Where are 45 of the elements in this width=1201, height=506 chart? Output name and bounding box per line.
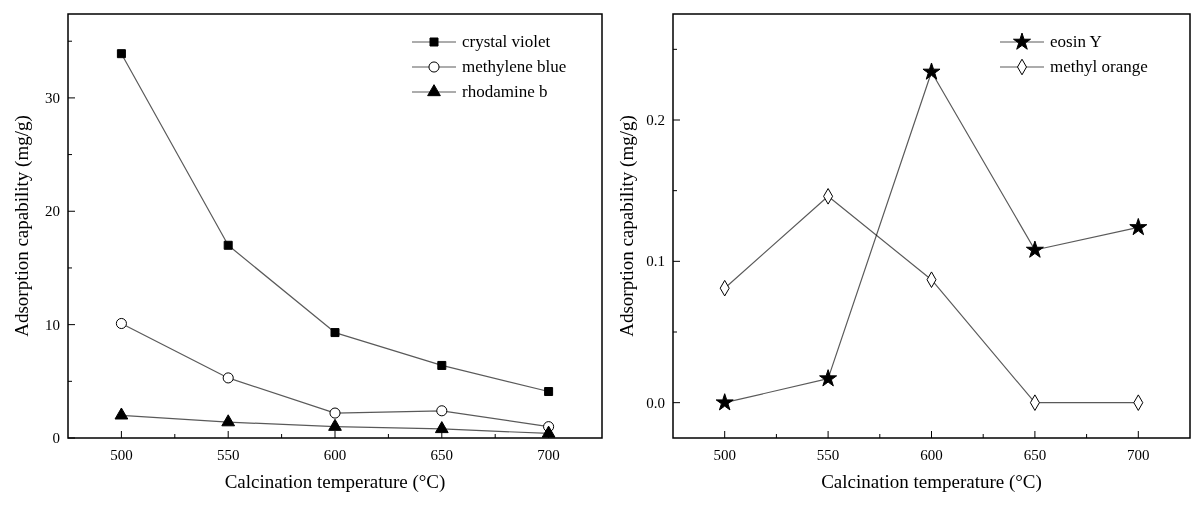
point [223,240,233,250]
point [221,414,236,427]
x-tick-label: 650 [430,447,454,463]
x-tick-label: 600 [323,447,347,463]
point [1129,217,1148,236]
y-tick-label: 0.0 [646,394,665,411]
x-tick-label: 650 [1023,447,1047,463]
point [114,407,129,420]
point [819,369,838,387]
point [330,328,340,338]
legend-label: eosin Y [1050,32,1102,51]
legend-label: crystal violet [462,32,551,51]
point [715,393,734,411]
y-tick-label: 0 [52,430,60,446]
point [434,421,449,434]
x-tick-label: 500 [713,447,736,463]
point [329,407,341,419]
legend-label: rhodamine b [462,82,548,101]
point [115,317,127,330]
y-tick-label: 30 [45,89,60,106]
y-tick-label: 0.1 [646,253,665,270]
x-tick-label: 550 [816,447,840,463]
point [328,418,342,431]
point [222,372,234,384]
y-tick-label: 10 [45,316,60,333]
y-axis-title: Adsorption capability (mg/g) [616,115,638,337]
x-tick-label: 700 [1127,447,1150,463]
point [437,360,447,370]
y-tick-label: 0.2 [646,112,665,128]
point [436,405,448,417]
legend-label: methylene blue [462,57,567,76]
point [1025,240,1044,258]
x-tick-label: 700 [537,447,560,463]
x-tick-label: 500 [110,447,133,463]
y-axis-title: Adsorption capability (mg/g) [11,115,33,337]
x-tick-label: 600 [920,447,943,463]
point [922,62,941,80]
x-axis-title: Calcination temperature (°C) [224,471,446,493]
point [116,49,126,59]
x-axis-title: Calcination temperature (°C) [821,471,1042,493]
x-tick-label: 550 [216,447,240,463]
point [544,387,554,397]
legend-label: methyl orange [1050,57,1148,76]
y-tick-label: 20 [45,203,60,220]
point [541,425,556,438]
